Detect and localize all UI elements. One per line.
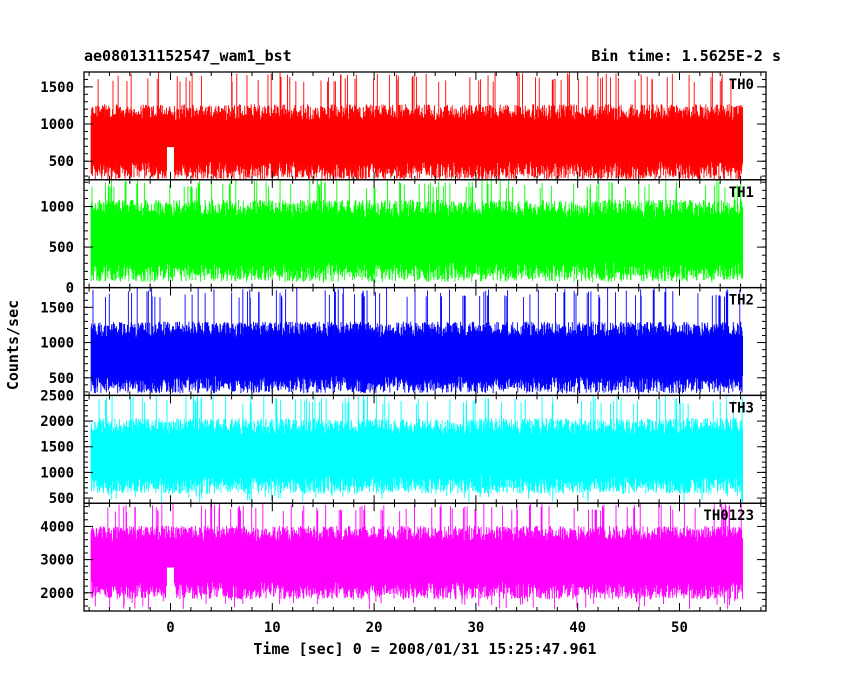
x-tick-label: 10 (264, 620, 281, 636)
y-tick-label: 1000 (40, 336, 74, 352)
x-tick-label: 20 (366, 620, 383, 636)
series-th0 (90, 72, 744, 180)
panel-frame (83, 502, 767, 612)
y-tick-label: 1500 (40, 80, 74, 96)
series-th3 (90, 395, 744, 503)
panel-label-th1: TH1 (729, 185, 754, 201)
y-axis-label: Counts/sec (4, 300, 22, 390)
panel-label-th3: TH3 (729, 400, 754, 416)
series-th0123 (90, 503, 744, 610)
y-tick-label: 0 (66, 281, 74, 297)
x-axis-label: Time [sec] 0 = 2008/01/31 15:25:47.961 (253, 640, 596, 658)
panel-label-th0123: TH0123 (703, 508, 754, 524)
panel-th0: 500 1000 1500 TH0 (40, 71, 767, 181)
y-tick-label: 1500 (40, 440, 74, 456)
panel-th3: 500 1000 1500 2000 2500 TH3 (40, 388, 767, 507)
panel-th0123: 2000 3000 4000 TH0123 (40, 502, 767, 612)
y-tick-label: 1000 (40, 465, 74, 481)
y-tick-label: 1000 (40, 117, 74, 133)
y-tick-label: 2000 (40, 586, 74, 602)
chart-title: ae080131152547_wam1_bst (84, 47, 292, 65)
x-tick-label: 50 (671, 620, 688, 636)
y-tick-label: 1500 (40, 300, 74, 316)
y-tick-label: 1000 (40, 200, 74, 216)
y-tick-label: 4000 (40, 519, 74, 535)
y-tick-label: 500 (49, 371, 74, 387)
bin-time-label: Bin time: 1.5625E-2 s (591, 47, 781, 65)
x-tick-label: 30 (467, 620, 484, 636)
y-tick-label: 2500 (40, 388, 74, 404)
y-tick-label: 500 (49, 491, 74, 507)
panel-label-th0: TH0 (729, 77, 754, 93)
panel-label-th2: TH2 (729, 293, 754, 309)
panel-th2: 500 1000 1500 TH2 (40, 286, 767, 397)
series-th2 (90, 287, 744, 394)
panel-th1: 0 500 1000 TH1 (40, 179, 767, 297)
y-tick-label: 3000 (40, 553, 74, 569)
x-axis: 0 10 20 30 40 50 (166, 620, 688, 636)
series-th1 (90, 179, 744, 283)
x-tick-label: 40 (569, 620, 586, 636)
y-tick-label: 500 (49, 240, 74, 256)
y-tick-label: 2000 (40, 414, 74, 430)
x-tick-label: 0 (166, 620, 174, 636)
y-tick-label: 500 (49, 154, 74, 170)
